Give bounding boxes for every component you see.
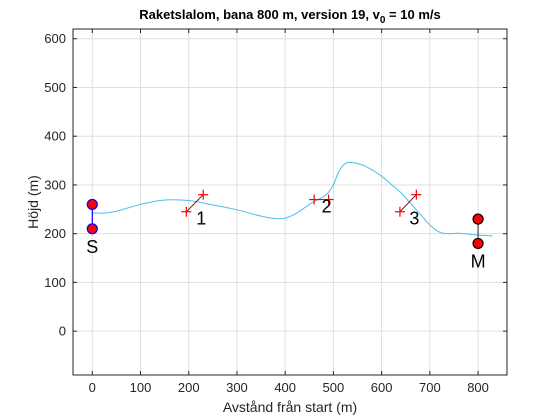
plot-frame bbox=[72, 28, 508, 376]
y-tick-label: 600 bbox=[44, 31, 66, 46]
grid bbox=[73, 29, 507, 375]
gate-bar bbox=[399, 194, 417, 213]
finish-top-marker bbox=[472, 213, 484, 225]
y-axis-label: Höjd (m) bbox=[25, 175, 41, 229]
gate-label: 1 bbox=[196, 209, 206, 229]
x-tick-label: 300 bbox=[226, 380, 248, 395]
x-tick-label: 700 bbox=[419, 380, 441, 395]
y-tick-label: 500 bbox=[44, 80, 66, 95]
markers: 1 2 3 S M bbox=[86, 189, 486, 271]
y-tick-label: 300 bbox=[44, 177, 66, 192]
y-tick-label: 400 bbox=[44, 129, 66, 144]
trajectory-line bbox=[92, 161, 493, 237]
finish-bottom-marker bbox=[472, 237, 484, 250]
chart-title-main: Raketslalom, bana 800 m, version 19, v bbox=[139, 7, 380, 22]
y-tick-label: 0 bbox=[59, 324, 66, 339]
tick-labels: 0 100 200 300 400 500 600 700 800 0 100 200 300 400 50… bbox=[44, 31, 489, 395]
gate-bar bbox=[185, 194, 204, 213]
chart-title-tail: = 10 m/s bbox=[385, 7, 440, 22]
x-tick-label: 600 bbox=[371, 380, 393, 395]
series bbox=[92, 161, 493, 237]
chart-title-subscript: 0 bbox=[380, 15, 386, 26]
start-label: S bbox=[86, 237, 98, 257]
gate-label: 2 bbox=[322, 197, 332, 217]
finish-label: M bbox=[471, 251, 486, 271]
gate-label: 3 bbox=[409, 209, 419, 229]
x-tick-label: 500 bbox=[323, 380, 345, 395]
y-tick-label: 100 bbox=[44, 275, 66, 290]
axes bbox=[72, 28, 508, 376]
x-axis-label: Avstånd från start (m) bbox=[223, 399, 357, 415]
x-tick-label: 400 bbox=[274, 380, 296, 395]
x-tick-label: 100 bbox=[130, 380, 152, 395]
x-tick-label: 200 bbox=[178, 380, 200, 395]
x-tick-label: 0 bbox=[89, 380, 96, 395]
x-tick-label: 800 bbox=[467, 380, 489, 395]
chart-title: Raketslalom, bana 800 m, version 19, v0 … bbox=[139, 7, 440, 26]
start-bottom-marker bbox=[86, 223, 98, 235]
plot-background bbox=[73, 29, 507, 375]
start-top-marker bbox=[86, 198, 98, 211]
y-tick-label: 200 bbox=[44, 226, 66, 241]
